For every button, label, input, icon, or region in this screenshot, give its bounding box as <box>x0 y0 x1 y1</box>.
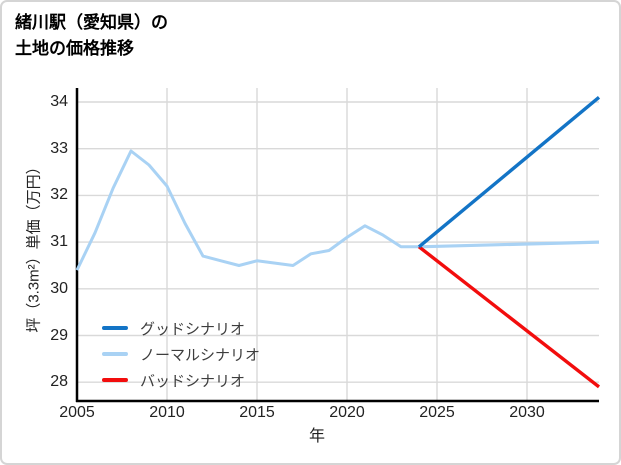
legend: グッドシナリオ ノーマルシナリオ バッドシナリオ <box>102 315 260 393</box>
y-tick-label-30: 30 <box>50 279 68 297</box>
legend-item-2: バッドシナリオ <box>102 367 260 393</box>
x-tick-label-2015: 2015 <box>239 404 275 421</box>
x-tick-label-2020: 2020 <box>329 404 365 421</box>
series-bad-scenario <box>417 245 601 389</box>
x-tick-label-2010: 2010 <box>149 404 185 421</box>
x-tick-label-2025: 2025 <box>419 404 455 421</box>
y-tick-label-31: 31 <box>50 233 68 251</box>
y-axis-label: 坪（3.3m²）単価（万円） <box>25 159 43 333</box>
x-axis-label: 年 <box>308 428 326 445</box>
series-normal-scenario <box>418 240 600 249</box>
chart-title: 緒川駅（愛知県）の 土地の価格推移 <box>15 10 168 62</box>
series-historical <box>75 149 419 271</box>
y-tick-label-32: 32 <box>50 186 68 204</box>
y-tick-label-33: 33 <box>50 139 68 157</box>
y-tick-label-28: 28 <box>50 373 68 391</box>
legend-item-1: ノーマルシナリオ <box>102 341 260 367</box>
legend-swatch-icon <box>102 352 128 356</box>
chart-title-line1: 緒川駅（愛知県）の <box>15 13 168 32</box>
y-tick-label-29: 29 <box>50 326 68 344</box>
legend-swatch-icon <box>102 378 128 382</box>
chart-title-line2: 土地の価格推移 <box>15 39 134 58</box>
y-tick-label-34: 34 <box>50 93 68 110</box>
x-tick-label-2030: 2030 <box>509 404 545 421</box>
legend-label: ノーマルシナリオ <box>140 346 261 364</box>
x-tick-label-2005: 2005 <box>59 404 95 421</box>
series-good-scenario <box>417 95 601 249</box>
legend-swatch-icon <box>102 326 128 330</box>
legend-item-0: グッドシナリオ <box>102 315 260 341</box>
legend-label: グッドシナリオ <box>140 320 246 338</box>
legend-label: バッドシナリオ <box>140 372 246 390</box>
